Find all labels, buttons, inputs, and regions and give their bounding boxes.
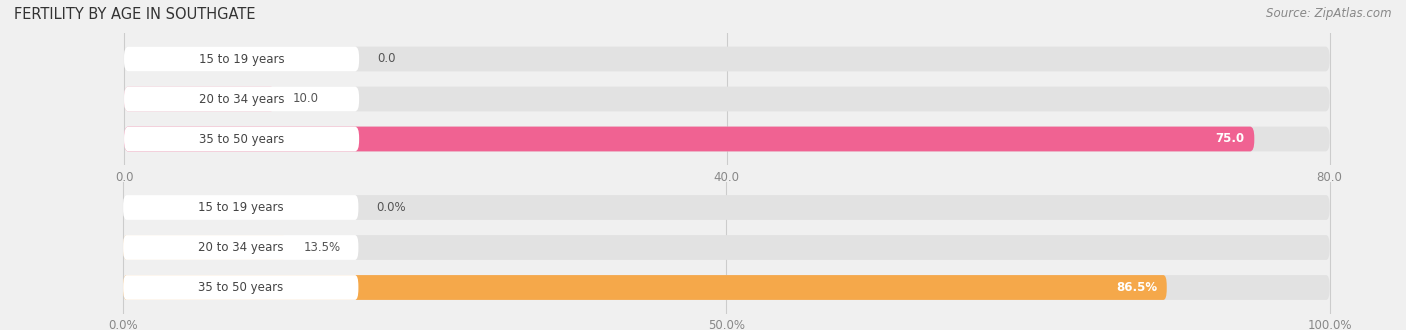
FancyBboxPatch shape [124,275,1167,300]
FancyBboxPatch shape [124,86,1330,112]
Text: 35 to 50 years: 35 to 50 years [198,281,284,294]
Text: 20 to 34 years: 20 to 34 years [198,241,284,254]
FancyBboxPatch shape [124,127,359,151]
FancyBboxPatch shape [124,195,359,220]
FancyBboxPatch shape [124,275,1330,300]
FancyBboxPatch shape [124,195,1330,220]
Text: 10.0: 10.0 [292,92,319,106]
FancyBboxPatch shape [124,275,359,300]
Text: FERTILITY BY AGE IN SOUTHGATE: FERTILITY BY AGE IN SOUTHGATE [14,7,256,21]
FancyBboxPatch shape [124,235,1330,260]
Text: 86.5%: 86.5% [1116,281,1157,294]
Text: 13.5%: 13.5% [304,241,342,254]
FancyBboxPatch shape [124,235,285,260]
Text: 0.0: 0.0 [377,52,395,65]
FancyBboxPatch shape [124,127,1254,151]
FancyBboxPatch shape [124,47,1330,71]
Text: 75.0: 75.0 [1216,133,1244,146]
FancyBboxPatch shape [124,127,1330,151]
Text: 35 to 50 years: 35 to 50 years [200,133,284,146]
FancyBboxPatch shape [124,235,359,260]
Text: 0.0%: 0.0% [377,201,406,214]
Text: 15 to 19 years: 15 to 19 years [198,52,284,65]
FancyBboxPatch shape [124,86,274,112]
Text: 20 to 34 years: 20 to 34 years [198,92,284,106]
Text: Source: ZipAtlas.com: Source: ZipAtlas.com [1267,7,1392,19]
FancyBboxPatch shape [124,86,359,112]
FancyBboxPatch shape [124,47,359,71]
Text: 15 to 19 years: 15 to 19 years [198,201,284,214]
